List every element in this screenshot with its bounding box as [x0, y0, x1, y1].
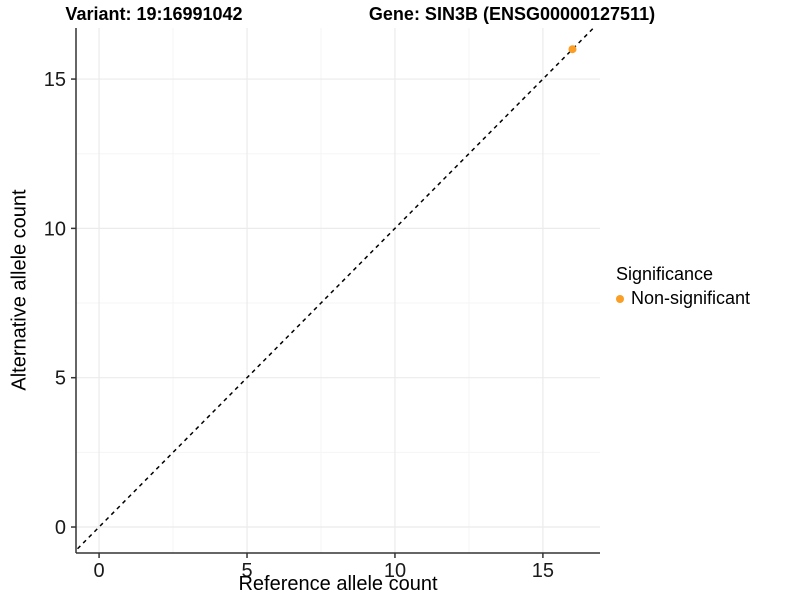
y-tick-label: 0	[55, 517, 66, 539]
y-axis-title: Alternative allele count	[8, 189, 31, 391]
variant-title: Variant: 19:16991042	[65, 4, 243, 24]
x-axis-title: Reference allele count	[238, 573, 438, 595]
legend-title: Significance	[616, 264, 714, 284]
data-point	[568, 45, 577, 54]
y-tick-label: 5	[55, 368, 66, 390]
legend-item: Non-significant	[616, 288, 750, 309]
legend-point-icon	[616, 294, 624, 303]
x-tick-label: 5	[241, 560, 252, 582]
identity-dashed-line	[76, 28, 595, 552]
legend: Significance Non-significant	[616, 264, 750, 309]
x-tick-label: 10	[384, 560, 406, 582]
y-tick-label: 10	[44, 218, 66, 240]
gene-title: Gene: SIN3B (ENSG00000127511)	[368, 4, 656, 24]
x-tick-label: 0	[94, 560, 105, 582]
legend-item-label: Non-significant	[631, 288, 751, 308]
y-tick-label: 15	[44, 69, 66, 91]
x-tick-label: 15	[532, 560, 554, 582]
